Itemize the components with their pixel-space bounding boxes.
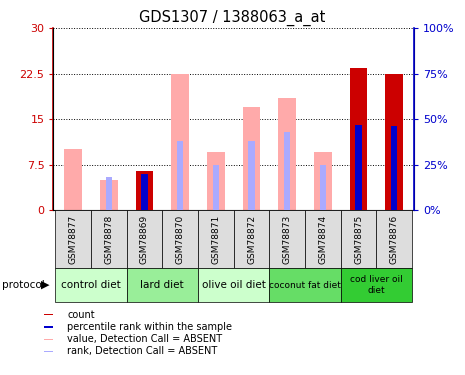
Text: GDS1307 / 1388063_a_at: GDS1307 / 1388063_a_at [140, 9, 326, 26]
Bar [198, 268, 269, 302]
Bar [314, 152, 332, 210]
Bar [162, 210, 198, 268]
Text: ▶: ▶ [41, 280, 50, 290]
Bar [100, 180, 118, 210]
Text: control diet: control diet [61, 280, 121, 290]
Text: GSM78875: GSM78875 [354, 214, 363, 264]
Bar [44, 351, 53, 352]
Bar [198, 210, 233, 268]
Bar [213, 165, 219, 210]
Bar [355, 165, 362, 210]
Text: rank, Detection Call = ABSENT: rank, Detection Call = ABSENT [67, 346, 218, 356]
Bar [207, 152, 225, 210]
Bar [64, 149, 82, 210]
Text: cod liver oil
diet: cod liver oil diet [350, 275, 403, 295]
Text: GSM78874: GSM78874 [319, 214, 327, 264]
Bar [141, 174, 148, 210]
Bar [55, 210, 91, 268]
Bar [350, 68, 367, 210]
Bar [243, 107, 260, 210]
Text: lard diet: lard diet [140, 280, 184, 290]
Text: protocol: protocol [2, 280, 45, 290]
Text: percentile rank within the sample: percentile rank within the sample [67, 322, 232, 332]
Bar [44, 314, 53, 315]
Bar [44, 339, 53, 340]
Bar [341, 268, 412, 302]
Bar [248, 141, 255, 210]
Text: GSM78869: GSM78869 [140, 214, 149, 264]
Text: GSM78877: GSM78877 [69, 214, 78, 264]
Bar [278, 98, 296, 210]
Text: count: count [67, 310, 95, 320]
Bar [126, 268, 198, 302]
Text: GSM78873: GSM78873 [283, 214, 292, 264]
Text: coconut fat diet: coconut fat diet [269, 280, 341, 290]
Bar [44, 326, 53, 328]
Bar [385, 74, 403, 210]
Bar [171, 74, 189, 210]
Bar [284, 132, 291, 210]
Text: GSM78870: GSM78870 [176, 214, 185, 264]
Bar [319, 165, 326, 210]
Bar [126, 210, 162, 268]
Bar [269, 268, 341, 302]
Bar [391, 126, 398, 210]
Bar [341, 210, 376, 268]
Text: olive oil diet: olive oil diet [202, 280, 266, 290]
Bar [177, 141, 183, 210]
Text: GSM78872: GSM78872 [247, 214, 256, 264]
Bar [355, 124, 362, 210]
Bar [106, 177, 112, 210]
Bar [376, 210, 412, 268]
Text: value, Detection Call = ABSENT: value, Detection Call = ABSENT [67, 334, 222, 344]
Bar [55, 268, 126, 302]
Bar [135, 171, 153, 210]
Text: GSM78878: GSM78878 [104, 214, 113, 264]
Bar [91, 210, 126, 268]
Text: GSM78871: GSM78871 [211, 214, 220, 264]
Bar [233, 210, 269, 268]
Bar [269, 210, 305, 268]
Text: GSM78876: GSM78876 [390, 214, 399, 264]
Bar [305, 210, 341, 268]
